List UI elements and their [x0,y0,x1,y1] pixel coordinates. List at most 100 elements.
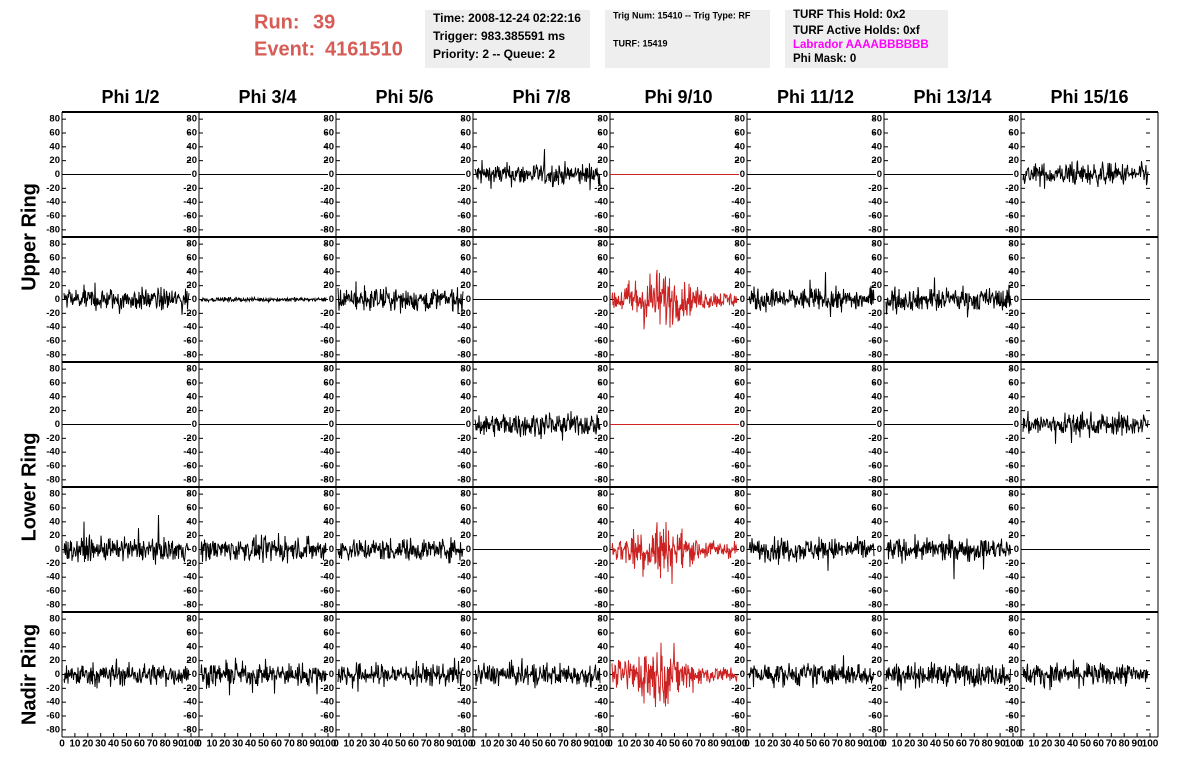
x-tick-label: 60 [956,739,968,750]
y-tick-label: -20 [1005,183,1019,194]
y-tick-label: 40 [597,141,608,152]
y-tick-label: 20 [1008,405,1019,416]
y-tick-label: 80 [734,114,745,125]
y-tick-label: 60 [186,253,197,264]
waveform [1022,160,1149,189]
y-tick-label: 40 [323,516,334,527]
x-tick-label: 30 [95,739,107,750]
y-tick-label: 20 [49,530,60,541]
y-tick-label: 80 [597,489,608,500]
y-tick-label: 80 [460,489,471,500]
x-tick-label: 80 [434,739,446,750]
y-tick-label: -60 [868,336,882,347]
y-tick-label: -80 [320,224,334,235]
y-tick-label: 0 [192,544,197,555]
x-tick-label: 40 [656,739,668,750]
y-tick-label: -40 [731,697,745,708]
y-tick-label: 0 [329,169,334,180]
y-tick-label: -20 [320,433,334,444]
y-tick-label: 0 [603,294,608,305]
y-tick-label: 0 [877,169,882,180]
info-line: Phi Mask: 0 [793,53,856,65]
y-tick-label: 40 [734,266,745,277]
y-tick-label: 80 [49,114,60,125]
y-tick-label: 60 [734,628,745,639]
waveform [337,657,464,692]
y-tick-label: -80 [868,599,882,610]
x-tick-label: 20 [356,739,368,750]
y-tick-label: 40 [734,391,745,402]
y-tick-label: 20 [871,280,882,291]
y-tick-label: 20 [734,405,745,416]
y-tick-label: 0 [329,419,334,430]
y-tick-label: 20 [49,655,60,666]
y-tick-label: -40 [46,697,60,708]
y-tick-label: -20 [46,683,60,694]
y-tick-label: 40 [1008,391,1019,402]
x-tick-label: 50 [258,739,270,750]
y-tick-label: 20 [597,405,608,416]
y-tick-label: 40 [1008,266,1019,277]
y-tick-label: 20 [597,280,608,291]
y-tick-label: 60 [1008,503,1019,514]
y-tick-label: 20 [460,405,471,416]
y-tick-label: 20 [323,405,334,416]
x-tick-label: 70 [1106,739,1118,750]
y-tick-label: -20 [868,558,882,569]
x-tick-label: 70 [695,739,707,750]
x-tick-label: 50 [943,739,955,750]
x-tick-label: 80 [297,739,309,750]
y-tick-label: 40 [49,391,60,402]
x-tick-label: 0 [470,739,476,750]
y-tick-label: -60 [457,211,471,222]
x-tick-label: 50 [395,739,407,750]
x-tick-label: 10 [206,739,218,750]
y-tick-label: -20 [731,683,745,694]
y-tick-label: 0 [192,669,197,680]
x-tick-label: 60 [1093,739,1105,750]
y-tick-label: -20 [731,183,745,194]
y-tick-label: -80 [868,474,882,485]
x-tick-label: 90 [173,739,185,750]
y-tick-label: -60 [1005,336,1019,347]
y-tick-label: -20 [731,433,745,444]
y-tick-label: 60 [49,628,60,639]
y-tick-label: 80 [460,614,471,625]
y-tick-label: -60 [868,586,882,597]
y-tick-label: -40 [320,447,334,458]
y-tick-label: 60 [734,503,745,514]
x-tick-label: 30 [506,739,518,750]
y-tick-label: -20 [183,308,197,319]
y-tick-label: 0 [877,669,882,680]
y-tick-label: 60 [460,503,471,514]
column-header: Phi 7/8 [512,87,570,107]
x-tick-label: 30 [232,739,244,750]
y-tick-label: -20 [183,433,197,444]
y-tick-label: -80 [1005,724,1019,735]
x-tick-label: 90 [858,739,870,750]
y-tick-label: 40 [323,641,334,652]
y-tick-label: 60 [597,378,608,389]
y-tick-label: -40 [594,572,608,583]
x-tick-label: 0 [1018,739,1024,750]
x-tick-label: 60 [682,739,694,750]
y-tick-label: -60 [594,211,608,222]
y-tick-label: -80 [594,724,608,735]
y-tick-label: -20 [320,308,334,319]
info-line: Labrador AAAABBBBBB [793,39,929,51]
y-tick-label: 0 [877,544,882,555]
y-tick-label: 60 [734,378,745,389]
y-tick-label: -80 [457,474,471,485]
y-tick-label: -60 [183,586,197,597]
y-tick-label: 0 [466,419,471,430]
x-tick-label: 10 [1028,739,1040,750]
x-tick-label: 0 [333,739,339,750]
y-tick-label: 0 [1014,544,1019,555]
y-tick-label: -40 [868,447,882,458]
y-tick-label: 20 [597,530,608,541]
y-tick-label: 40 [49,266,60,277]
waveform [748,655,875,689]
y-tick-label: 0 [55,294,60,305]
x-tick-label: 90 [584,739,596,750]
waveform [474,658,601,689]
